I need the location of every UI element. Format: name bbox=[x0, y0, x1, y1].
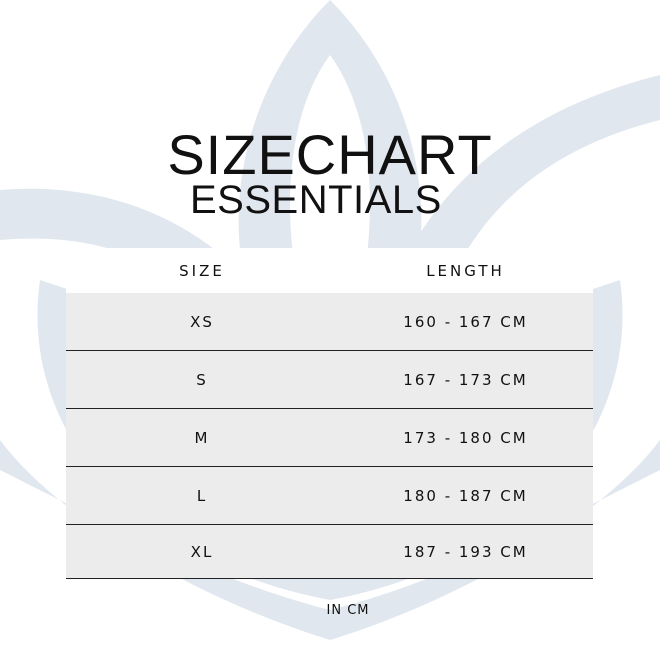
unit-note: IN CM bbox=[326, 603, 370, 618]
table-row: M 173 - 180 CM bbox=[66, 409, 593, 467]
size-cell: S bbox=[196, 370, 208, 389]
table-header: SIZE LENGTH bbox=[66, 248, 593, 293]
length-cell: 160 - 167 CM bbox=[403, 312, 528, 331]
size-cell: L bbox=[196, 486, 208, 505]
length-cell: 180 - 187 CM bbox=[403, 486, 528, 505]
table-row: XL 187 - 193 CM bbox=[66, 525, 593, 579]
table-row: S 167 - 173 CM bbox=[66, 351, 593, 409]
length-cell: 173 - 180 CM bbox=[403, 428, 528, 447]
header-size: SIZE bbox=[179, 261, 225, 280]
header-length: LENGTH bbox=[426, 261, 505, 280]
length-cell: 187 - 193 CM bbox=[403, 542, 528, 561]
size-cell: XL bbox=[190, 542, 214, 561]
length-cell: 167 - 173 CM bbox=[403, 370, 528, 389]
table-row: XS 160 - 167 CM bbox=[66, 293, 593, 351]
page-subtitle: ESSENTIALS bbox=[190, 178, 442, 222]
table-row: L 180 - 187 CM bbox=[66, 467, 593, 525]
size-cell: M bbox=[194, 428, 210, 447]
size-cell: XS bbox=[190, 312, 214, 331]
page-title: SIZECHART bbox=[167, 123, 493, 186]
size-table: SIZE LENGTH XS 160 - 167 CM S 167 - 173 … bbox=[66, 248, 593, 579]
